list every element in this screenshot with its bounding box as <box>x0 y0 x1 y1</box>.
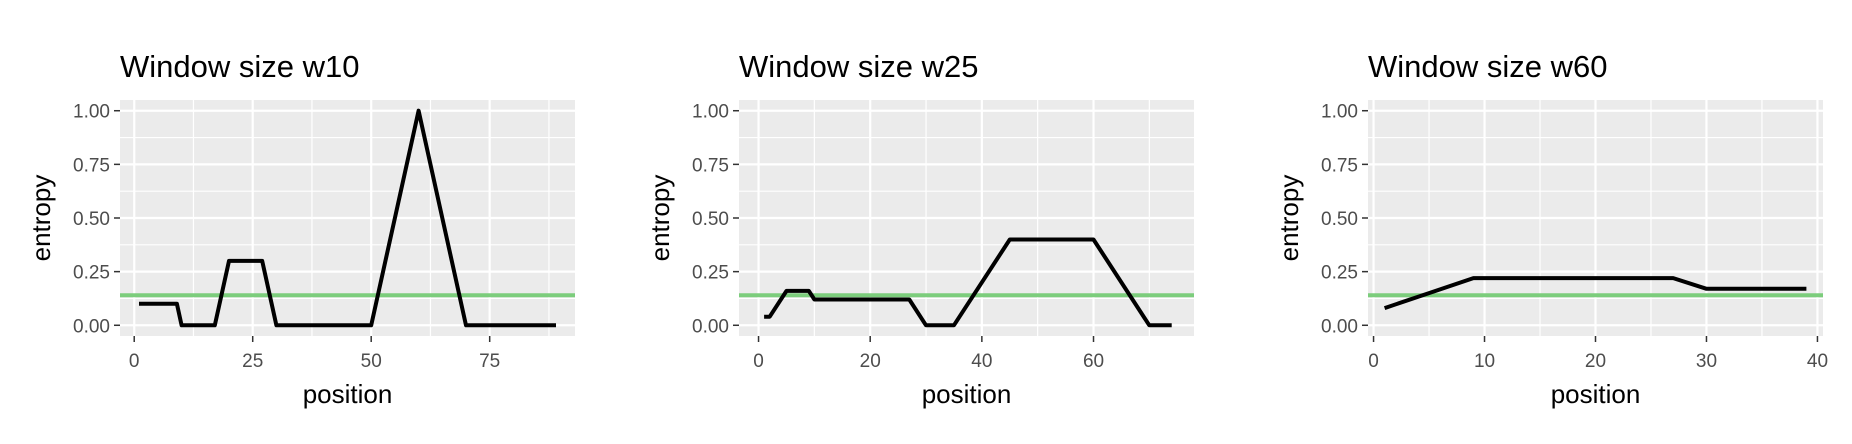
x-tick-label: 40 <box>971 351 992 372</box>
y-tick-label: 0.25 <box>73 263 110 284</box>
data-line <box>764 237 1172 328</box>
plot-area <box>1368 100 1823 336</box>
x-tick-label: 0 <box>753 351 764 372</box>
y-tick-label: 0.75 <box>692 155 729 176</box>
y-axis-label: entropy <box>645 175 675 262</box>
x-tick-label: 10 <box>1474 351 1495 372</box>
data-line <box>1383 276 1807 310</box>
plot-area <box>739 100 1194 336</box>
x-tick-label: 50 <box>361 351 382 372</box>
y-axis-label: entropy <box>26 175 56 262</box>
y-tick-label: 0.25 <box>692 263 729 284</box>
x-tick-label: 20 <box>1585 351 1606 372</box>
x-axis-label: position <box>1551 379 1641 409</box>
y-tick-label: 1.00 <box>692 102 729 123</box>
panel-w10: Window size w10 position entropy 0.00 0.2… <box>26 49 575 409</box>
panel-w60: Window size w60 position entropy 0.00 0.2… <box>1274 49 1828 409</box>
y-tick-label: 1.00 <box>73 102 110 123</box>
y-tick-label: 0.75 <box>1321 155 1358 176</box>
y-tick-label: 0.75 <box>73 155 110 176</box>
x-tick-label: 30 <box>1696 351 1717 372</box>
x-tick-label: 20 <box>860 351 881 372</box>
chart-title: Window size w25 <box>739 49 978 84</box>
x-tick-label: 75 <box>479 351 500 372</box>
y-tick-label: 0.00 <box>1321 316 1358 337</box>
chart-title: Window size w60 <box>1368 49 1607 84</box>
x-tick-label: 40 <box>1807 351 1828 372</box>
x-tick-label: 0 <box>129 351 140 372</box>
x-tick-label: 0 <box>1368 351 1379 372</box>
x-axis-label: position <box>922 379 1012 409</box>
y-axis-label: entropy <box>1274 175 1304 262</box>
x-tick-label: 60 <box>1083 351 1104 372</box>
y-tick-label: 0.50 <box>73 209 110 230</box>
plot-area <box>120 100 575 336</box>
y-tick-label: 0.00 <box>692 316 729 337</box>
panel-w25: Window size w25 position entropy 0.00 0.2… <box>645 49 1194 409</box>
y-tick-label: 0.00 <box>73 316 110 337</box>
data-line <box>139 108 556 328</box>
y-tick-label: 1.00 <box>1321 102 1358 123</box>
y-tick-label: 0.50 <box>1321 209 1358 230</box>
y-tick-label: 0.50 <box>692 209 729 230</box>
x-tick-label: 25 <box>242 351 263 372</box>
y-tick-label: 0.25 <box>1321 263 1358 284</box>
x-axis-label: position <box>303 379 393 409</box>
chart-title: Window size w10 <box>120 49 359 84</box>
